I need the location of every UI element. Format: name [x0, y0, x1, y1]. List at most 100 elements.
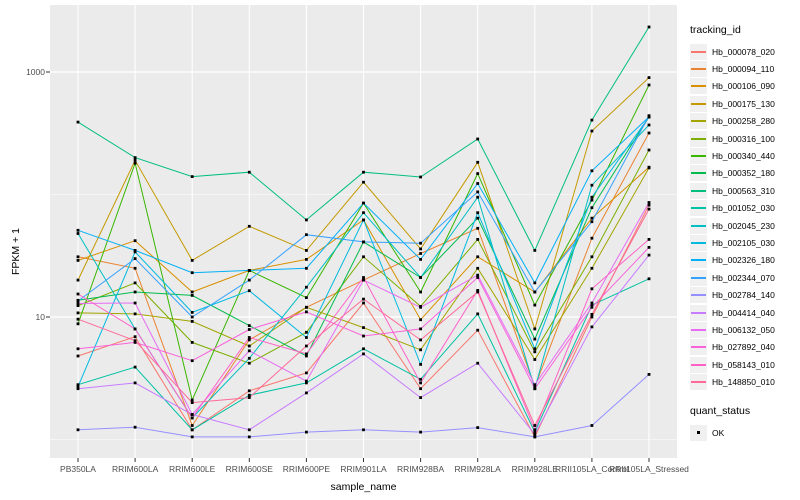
data-point: [419, 290, 422, 294]
data-point: [76, 347, 80, 351]
data-point: [590, 325, 594, 329]
legend-label: Hb_000106_090: [712, 81, 775, 92]
legend-key-line-icon: [690, 182, 707, 199]
x-tick-label-RRII105LA_Control: RRII105LA_Control: [555, 464, 629, 474]
data-point: [247, 170, 251, 174]
data-point: [533, 428, 537, 432]
data-point: [476, 238, 480, 241]
legend-item-Hb_000340_440: Hb_000340_440: [690, 147, 798, 165]
x-tick-label-RRIM928LE: RRIM928LE: [511, 464, 558, 474]
legend-label: Hb_001052_030: [712, 203, 775, 214]
legend-item-Hb_027892_040: Hb_027892_040: [690, 339, 798, 356]
data-point: [590, 236, 594, 240]
data-point: [133, 266, 137, 270]
legend-item-Hb_000352_180: Hb_000352_180: [690, 165, 798, 182]
data-point: [305, 352, 308, 356]
data-point: [647, 203, 651, 207]
data-point: [419, 387, 422, 391]
legend-key-line-icon: [690, 269, 707, 286]
legend-key-line-icon: [690, 43, 707, 60]
data-point: [305, 379, 308, 383]
legend-item-Hb_002326_180: Hb_002326_180: [690, 252, 798, 269]
data-point: [76, 259, 80, 262]
legend-quant-status: quant_status OK: [690, 405, 798, 441]
data-point: [362, 201, 365, 205]
data-point: [133, 339, 137, 343]
data-point: [247, 328, 251, 331]
legend-label: Hb_000175_130: [712, 98, 775, 109]
data-point: [247, 289, 251, 293]
legend-label: Hb_002784_140: [712, 290, 775, 301]
data-point: [133, 335, 137, 339]
legend-item-Hb_002105_030: Hb_002105_030: [690, 234, 798, 251]
legend-label: Hb_000316_100: [712, 133, 775, 144]
legend-item-Hb_002784_140: Hb_002784_140: [690, 286, 798, 304]
legend-label: Hb_000258_280: [712, 116, 775, 127]
x-tick-label-RRIM600LE: RRIM600LE: [169, 464, 216, 474]
data-point: [76, 311, 80, 315]
data-point: [647, 166, 651, 170]
data-point: [76, 387, 80, 391]
data-point: [305, 391, 308, 395]
data-point: [133, 312, 137, 316]
data-point: [590, 195, 594, 199]
x-tick-label-RRIM928LA: RRIM928LA: [454, 464, 501, 474]
legend-items: Hb_000078_020 Hb_000094_110 Hb_000106_090 H…: [690, 43, 798, 391]
data-point: [419, 348, 422, 352]
data-point: [190, 435, 194, 439]
legend-item-Hb_000316_100: Hb_000316_100: [690, 130, 798, 147]
data-point: [362, 170, 365, 174]
legend-item-Hb_000106_090: Hb_000106_090: [690, 78, 798, 95]
data-point: [76, 278, 80, 282]
data-point: [647, 201, 651, 204]
legend-key-line-icon: [690, 356, 707, 373]
data-point: [133, 341, 137, 344]
data-point: [362, 276, 365, 279]
data-point: [133, 161, 137, 165]
data-point: [590, 266, 594, 270]
data-point: [533, 383, 537, 387]
legend-key-line-icon: [690, 252, 707, 269]
data-point: [362, 278, 365, 282]
legend-item-Hb_000563_310: Hb_000563_310: [690, 182, 798, 199]
data-point: [305, 344, 308, 348]
legend-label: Hb_000352_180: [712, 168, 775, 179]
data-point: [419, 276, 422, 279]
data-point: [533, 385, 537, 389]
data-point: [247, 428, 251, 432]
data-point: [362, 297, 365, 301]
legend-key-line-icon: [690, 113, 707, 130]
data-point: [133, 239, 137, 243]
data-point: [305, 310, 308, 314]
data-point: [533, 387, 537, 391]
data-point: [305, 371, 308, 375]
data-point: [190, 175, 194, 178]
legend-item-Hb_148850_010: Hb_148850_010: [690, 373, 798, 391]
data-point: [647, 83, 651, 87]
x-tick-label-PB350LA: PB350LA: [60, 464, 96, 474]
data-point: [419, 175, 422, 179]
data-point: [190, 428, 194, 432]
data-point: [305, 285, 308, 289]
data-point: [133, 425, 137, 429]
data-point: [305, 249, 308, 252]
data-point: [247, 349, 251, 353]
data-point: [133, 327, 137, 331]
data-point: [590, 301, 594, 305]
data-point: [362, 301, 365, 305]
data-point: [476, 312, 480, 316]
data-point: [305, 266, 308, 270]
data-point: [190, 311, 194, 314]
data-point: [419, 305, 422, 309]
data-point: [362, 211, 365, 215]
data-point: [590, 118, 594, 122]
data-point: [133, 249, 137, 252]
data-point: [190, 320, 194, 323]
legend-item-Hb_000258_280: Hb_000258_280: [690, 113, 798, 130]
data-point: [190, 341, 194, 344]
data-point: [533, 303, 537, 307]
x-tick-label-RRIM600PE: RRIM600PE: [282, 464, 331, 474]
data-point: [533, 350, 537, 354]
data-point: [590, 129, 594, 133]
data-point: [247, 278, 251, 282]
